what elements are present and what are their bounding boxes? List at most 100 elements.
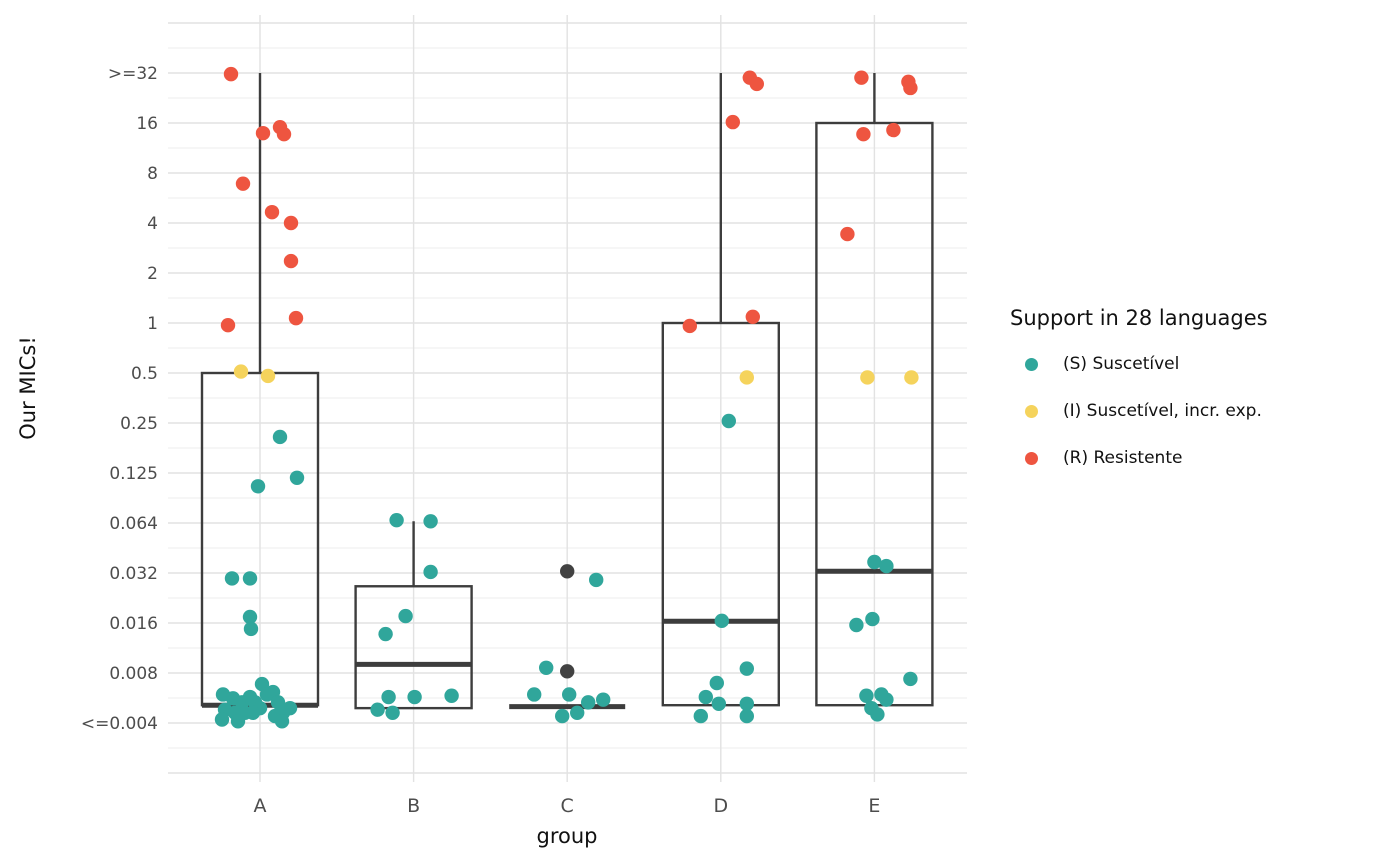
data-point-S: [867, 554, 882, 570]
data-point-R: [220, 317, 236, 333]
data-point-S: [250, 479, 266, 494]
y-axis-title: Our MICs!: [16, 336, 40, 440]
legend-key-dot-R: [1025, 451, 1038, 465]
boxplot-box-B: [354, 585, 473, 710]
y-tick-label: 8: [147, 164, 158, 184]
data-point-S: [274, 714, 290, 729]
data-point-S: [879, 558, 894, 574]
legend-item-I: (I) Suscetível, incr. exp.: [1010, 401, 1390, 421]
data-point-S: [214, 712, 230, 727]
data-point-R: [745, 309, 760, 324]
y-tick-label: <=0.004: [81, 714, 158, 734]
data-point-S: [714, 613, 729, 629]
data-point-S: [709, 675, 724, 691]
data-point-S: [711, 696, 726, 711]
data-point-R: [223, 66, 239, 82]
data-point-NA: [560, 664, 575, 679]
data-point-R: [255, 125, 271, 141]
data-point-S: [570, 705, 585, 720]
data-point-S: [698, 689, 713, 705]
y-tick-label: 4: [147, 214, 158, 234]
data-point-R: [682, 318, 697, 334]
data-point-R: [283, 253, 299, 269]
data-point-S: [539, 660, 554, 675]
data-point-S: [378, 626, 393, 642]
data-point-R: [264, 204, 280, 220]
x-tick-label: A: [254, 795, 267, 817]
data-point-R: [276, 126, 292, 142]
y-tick-label: 0.008: [109, 664, 158, 684]
data-point-S: [859, 688, 874, 703]
data-point-S: [870, 707, 885, 722]
data-point-I: [860, 370, 875, 385]
data-point-R: [886, 122, 901, 138]
data-point-S: [527, 687, 542, 702]
data-point-R: [288, 310, 304, 326]
data-point-S: [243, 621, 259, 637]
y-tick-label: 0.064: [109, 514, 158, 534]
data-point-S: [423, 564, 438, 580]
data-point-S: [739, 696, 754, 711]
data-point-S: [849, 617, 864, 633]
data-point-R: [903, 80, 918, 96]
data-point-S: [562, 687, 577, 702]
data-point-NA: [560, 564, 575, 579]
legend-item-S: (S) Suscetível: [1010, 354, 1390, 374]
data-point-S: [289, 470, 305, 485]
y-tick-label: 2: [147, 264, 158, 284]
data-point-S: [407, 689, 422, 705]
x-axis-title: group: [536, 824, 598, 848]
data-point-S: [242, 571, 258, 586]
legend-item-label: (R) Resistente: [1063, 448, 1183, 468]
data-point-R: [283, 215, 299, 231]
data-point-R: [235, 176, 251, 191]
legend-title: Support in 28 languages: [1010, 306, 1268, 330]
data-point-S: [879, 692, 894, 707]
data-point-I: [904, 370, 919, 385]
data-point-S: [721, 413, 736, 429]
data-point-S: [423, 514, 438, 529]
data-point-S: [693, 708, 708, 724]
legend-item-R: (R) Resistente: [1010, 448, 1390, 468]
legend-item-label: (S) Suscetível: [1063, 354, 1180, 374]
data-point-S: [581, 695, 596, 710]
data-point-S: [555, 708, 570, 724]
data-point-S: [398, 608, 413, 624]
data-point-S: [224, 571, 240, 586]
data-point-S: [589, 572, 604, 588]
data-point-S: [389, 512, 404, 528]
x-tick-label: E: [868, 795, 880, 817]
data-point-I: [739, 370, 754, 385]
y-tick-label: 0.125: [109, 464, 158, 484]
data-point-S: [739, 708, 754, 724]
data-point-S: [282, 700, 298, 716]
data-point-R: [749, 76, 764, 92]
legend-items: (S) Suscetível (I) Suscetível, incr. exp.…: [1010, 354, 1390, 468]
data-point-S: [230, 714, 246, 729]
x-tick-label: C: [561, 795, 574, 817]
y-tick-label: >=32: [108, 64, 158, 84]
legend-item-label: (I) Suscetível, incr. exp.: [1063, 401, 1262, 421]
y-tick-label: 0.032: [109, 564, 158, 584]
y-tick-label: 0.5: [131, 364, 158, 384]
data-point-R: [856, 126, 871, 142]
data-point-S: [381, 689, 396, 705]
data-point-R: [854, 70, 869, 85]
y-tick-label: 0.016: [109, 614, 158, 634]
data-point-R: [840, 226, 855, 242]
data-point-S: [444, 688, 459, 703]
legend: Support in 28 languages (S) Suscetível (I…: [1010, 306, 1390, 495]
y-tick-label: 0.25: [120, 414, 158, 434]
data-point-S: [242, 609, 258, 625]
legend-key-dot-I: [1025, 404, 1038, 418]
data-point-S: [272, 429, 288, 445]
y-tick-label: 16: [136, 114, 158, 134]
data-point-S: [370, 702, 385, 717]
data-point-I: [233, 364, 249, 379]
legend-key-dot-S: [1025, 357, 1038, 371]
data-point-S: [739, 661, 754, 676]
data-point-S: [903, 671, 918, 687]
y-tick-label: 1: [147, 314, 158, 334]
